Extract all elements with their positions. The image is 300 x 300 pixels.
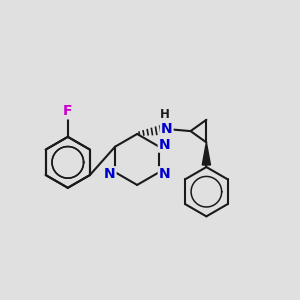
Polygon shape — [202, 142, 211, 165]
Text: H: H — [160, 108, 170, 121]
Text: N: N — [159, 167, 170, 181]
Text: N: N — [161, 122, 172, 136]
Text: N: N — [104, 167, 116, 181]
Text: N: N — [159, 138, 170, 152]
Text: F: F — [63, 104, 73, 118]
